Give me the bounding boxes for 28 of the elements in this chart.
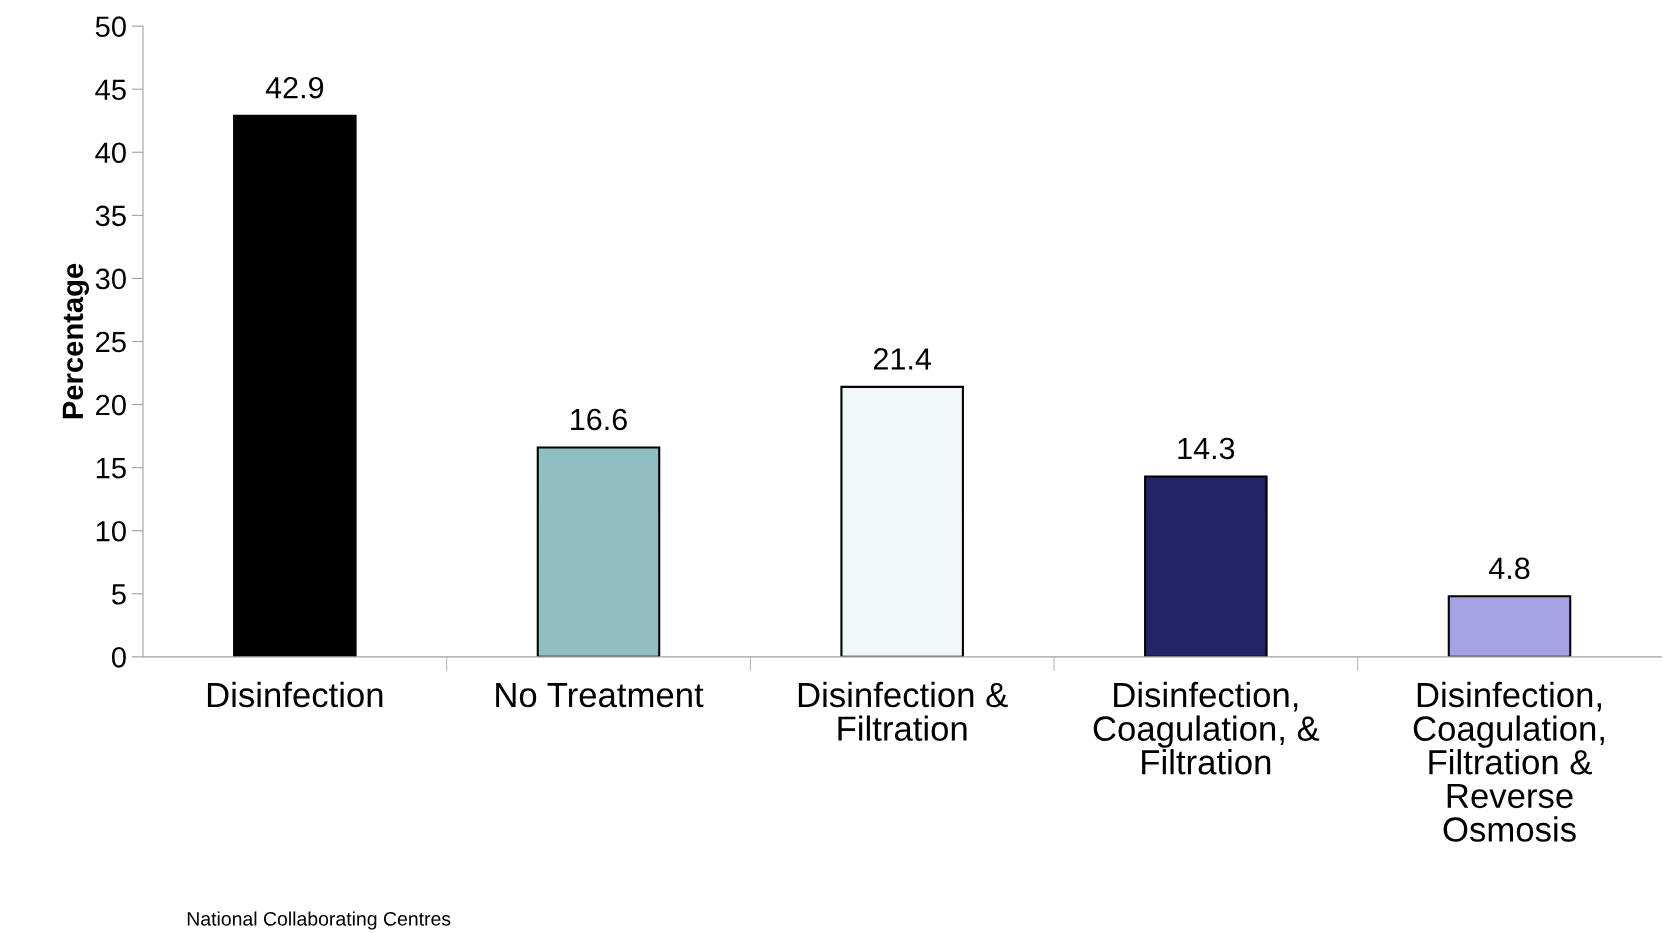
x-tick-label: No Treatment: [496, 683, 704, 708]
data-label: 4.8: [1488, 557, 1530, 580]
bar: [536, 446, 661, 657]
data-label: 14.3: [1178, 437, 1235, 460]
y-tick-label: 40: [95, 142, 126, 164]
y-tick-label: 15: [96, 458, 126, 479]
text: National Collaborating Centres: [187, 911, 451, 930]
y-tick-label: 50: [95, 16, 126, 37]
bar: [1447, 595, 1572, 657]
x-tick-label: Disinfection, Coagulation, Filtration & Reverse Osmosis: [1413, 681, 1604, 842]
y-tick-label: 30: [95, 268, 126, 290]
bar: [840, 385, 964, 657]
y-tick-label: 35: [95, 205, 126, 227]
x-tick-label: Disinfection, Coagulation, & Filtration: [1093, 681, 1320, 775]
data-label: 16.6: [571, 408, 627, 431]
bar: [1144, 475, 1268, 657]
y-tick-label: 10: [96, 520, 126, 542]
x-tick-label: Disinfection: [207, 681, 383, 708]
y-tick-label: 25: [96, 331, 126, 353]
x-tick-label: Disinfection & Filtration: [798, 681, 1008, 741]
y-tick-label: 5: [111, 584, 126, 605]
y-tick-label: 45: [95, 79, 126, 101]
data-label: 42.9: [265, 76, 324, 99]
bar: [233, 114, 357, 657]
y-axis-title: Percentage: [62, 263, 90, 419]
data-label: 21.4: [873, 348, 932, 370]
y-tick-label: 20: [96, 394, 126, 416]
y-tick-label: 0: [111, 647, 126, 668]
